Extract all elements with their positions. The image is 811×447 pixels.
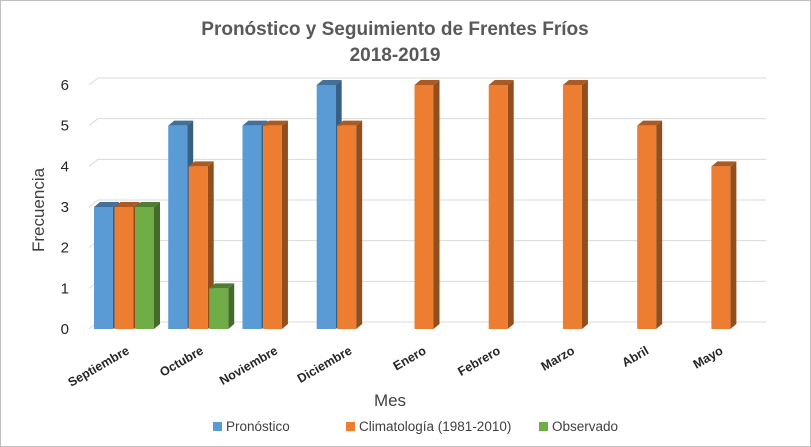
x-tick-label: Mayo [691, 343, 726, 371]
bar-front [337, 125, 357, 330]
bar-top [262, 120, 288, 126]
bar-top [135, 202, 160, 207]
gridline [88, 199, 766, 208]
bar [711, 161, 737, 329]
bar [562, 80, 588, 329]
bar-top [188, 161, 214, 167]
y-tick-label: 6 [61, 77, 69, 94]
bar-front [209, 288, 229, 329]
legend-label: Observado [552, 419, 618, 434]
y-tick-label: 1 [61, 280, 69, 297]
bar-side [656, 120, 663, 330]
x-tick-label: Octubre [157, 343, 206, 379]
legend-label: Climatología (1981-2010) [359, 419, 511, 434]
bar-front [316, 85, 336, 329]
y-tick-label: 5 [61, 118, 69, 135]
bar-top [637, 120, 663, 126]
bar [637, 120, 663, 330]
x-tick-label: Noviembre [217, 343, 280, 387]
bar-top [168, 120, 194, 126]
bar-top [94, 202, 119, 207]
bars [94, 80, 737, 330]
bar-front [168, 125, 188, 330]
bar-front [188, 166, 208, 329]
bar [209, 283, 235, 329]
bar-side [281, 120, 288, 330]
x-tick-label: Diciembre [295, 343, 354, 385]
gridline [88, 77, 766, 86]
bar-front [114, 207, 134, 329]
legend-swatch [213, 422, 222, 431]
x-tick-label: Abril [619, 343, 651, 369]
y-axis-ticks: 0 1 2 3 4 5 6 [61, 77, 69, 338]
bar [135, 202, 160, 329]
legend-item: Pronóstico [213, 419, 290, 434]
x-tick-label: Septiembre [66, 343, 132, 389]
bar-front [711, 166, 731, 329]
bar-side [356, 120, 363, 330]
x-tick-label: Febrero [455, 343, 503, 379]
legend-item: Observado [539, 419, 618, 434]
bar-side [730, 161, 737, 329]
bar-front [94, 207, 113, 329]
bar-top [488, 80, 514, 85]
bar-front [488, 85, 508, 329]
bar-side [433, 80, 440, 329]
bar-side [228, 283, 235, 329]
bar-front [414, 85, 434, 329]
bar-top [562, 80, 588, 85]
legend: Pronóstico Climatología (1981-2010) Observ… [213, 419, 618, 434]
bar-side [154, 202, 160, 329]
chart-title-line-1: Pronóstico y Seguimiento de Frentes Frío… [201, 19, 588, 40]
x-axis-ticks: Septiembre Octubre Noviembre Diciembre Enero… [66, 343, 726, 389]
y-axis-label: Frecuencia [29, 167, 48, 252]
legend-swatch [539, 422, 548, 431]
bar [262, 120, 288, 330]
bar-top [711, 161, 737, 167]
bar-side [507, 80, 514, 329]
y-tick-label: 0 [61, 321, 69, 338]
x-tick-label: Enero [391, 343, 429, 373]
legend-item: Climatología (1981-2010) [346, 419, 511, 434]
gridline [88, 118, 766, 127]
x-axis-label: Mes [374, 391, 406, 410]
y-tick-label: 2 [61, 240, 69, 257]
y-tick-label: 4 [61, 158, 69, 175]
bar-top [337, 120, 363, 126]
bar-side [581, 80, 588, 329]
legend-swatch [346, 422, 355, 431]
bar [337, 120, 363, 330]
bar [488, 80, 514, 329]
legend-label: Pronóstico [226, 419, 290, 434]
chart-title-line-2: 2018-2019 [350, 45, 441, 66]
bar-top [242, 120, 268, 126]
bar-front [637, 125, 657, 330]
bar [414, 80, 440, 329]
bar-front [135, 207, 154, 329]
x-tick-label: Marzo [539, 343, 578, 373]
bar-front [562, 85, 582, 329]
bar-front [262, 125, 282, 330]
gridline [88, 158, 766, 167]
bar-top [414, 80, 440, 85]
bar-top [209, 283, 235, 289]
bar-front [242, 125, 262, 330]
y-tick-label: 3 [61, 199, 69, 216]
bar-top [316, 80, 342, 85]
bar-top [114, 202, 140, 207]
